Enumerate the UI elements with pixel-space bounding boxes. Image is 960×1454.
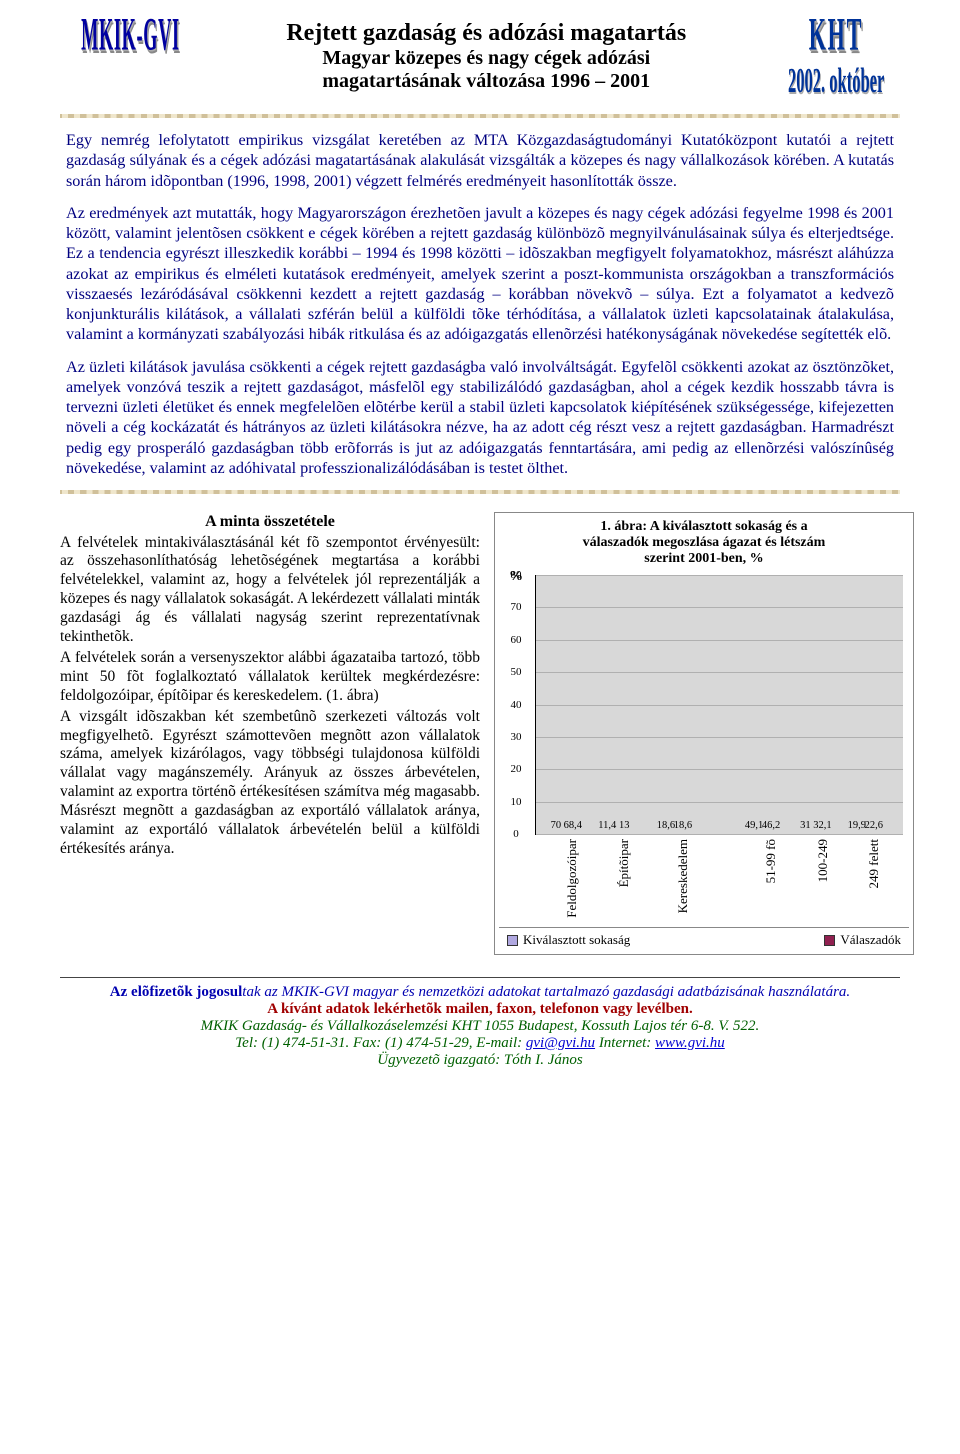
- bar-value-label: 46,2: [762, 820, 780, 831]
- chart-title-l2: válaszadók megoszlása ágazat és létszám: [583, 535, 826, 550]
- footer-email[interactable]: gvi@gvi.hu: [526, 1035, 595, 1051]
- header: MKIK-GVI Rejtett gazdaság és adózási mag…: [60, 20, 900, 94]
- x-category-label: Építõipar: [616, 839, 632, 887]
- sample-heading: A minta összetétele: [60, 512, 480, 532]
- legend-item-b: Válaszadók: [824, 932, 901, 948]
- title-line2: Magyar közepes és nagy cégek adózási: [211, 47, 762, 70]
- logo-right: KHT 2002. október: [772, 20, 900, 94]
- intro-p3: Az üzleti kilátások javulása csökkenti a…: [66, 357, 894, 479]
- footer-line5: Ügyvezetõ igazgató: Tóth I. János: [60, 1052, 900, 1069]
- intro-box: Egy nemrég lefolytatott empirikus vizsgá…: [60, 114, 900, 494]
- chart-legend: Kiválasztott sokaság Válaszadók: [499, 927, 909, 950]
- footer-line3: MKIK Gazdaság- és Vállalkozáselemzési KH…: [60, 1018, 900, 1035]
- y-tick-label: 10: [511, 796, 522, 808]
- bar-value-label: 49,1: [745, 820, 763, 831]
- bar-value-label: 19,9: [848, 820, 866, 831]
- bar-value-label: 22,6: [865, 820, 883, 831]
- wordart-date: 2002. október: [788, 60, 884, 102]
- bar-value-label: 32,1: [813, 820, 831, 831]
- swatch-a: [507, 935, 518, 946]
- x-category-label: Kereskedelem: [675, 839, 691, 913]
- bar-value-label: 31: [800, 820, 811, 831]
- logo-left: MKIK-GVI: [60, 20, 201, 50]
- y-tick-label: 70: [511, 601, 522, 613]
- bar-value-label: 11,4: [598, 820, 616, 831]
- legend-item-a: Kiválasztott sokaság: [507, 932, 630, 948]
- x-category-label: 249 felett: [866, 839, 882, 888]
- y-tick-label: 60: [511, 634, 522, 646]
- chart-title-l1: 1. ábra: A kiválasztott sokaság és a: [600, 519, 807, 534]
- page-root: MKIK-GVI Rejtett gazdaság és adózási mag…: [0, 0, 960, 1079]
- intro-p2: Az eredmények azt mutatták, hogy Magyaro…: [66, 203, 894, 345]
- footer-line4: Tel: (1) 474-51-31. Fax: (1) 474-51-29, …: [60, 1035, 900, 1052]
- chart-box: 1. ábra: A kiválasztott sokaság és a vál…: [494, 512, 914, 955]
- y-tick-label: 30: [511, 731, 522, 743]
- sample-p2: A felvételek során a versenyszektor aláb…: [60, 649, 480, 706]
- title-line3: magatartásának változása 1996 – 2001: [211, 70, 762, 93]
- title-block: Rejtett gazdaság és adózási magatartás M…: [201, 20, 772, 93]
- intro-p1: Egy nemrég lefolytatott empirikus vizsgá…: [66, 130, 894, 191]
- y-tick-label: 20: [511, 763, 522, 775]
- bar-value-label: 13: [619, 820, 630, 831]
- footer-url[interactable]: www.gvi.hu: [655, 1035, 725, 1051]
- wordart-kht: KHT: [809, 8, 863, 62]
- y-tick-label: 40: [511, 699, 522, 711]
- footer-line1: Az elõfizetõk jogosultak az MKIK-GVI mag…: [60, 984, 900, 1001]
- x-labels: Feldolgozóipar Építõipar Kereskedelem 51-99…: [535, 835, 903, 925]
- bar-value-label: 68,4: [564, 820, 582, 831]
- sample-section: A minta összetétele A felvételek mintaki…: [60, 512, 900, 955]
- x-category-label: 51-99 fõ: [763, 839, 779, 883]
- footer-l1a: Az elõfizetõk jogosul: [110, 984, 242, 1000]
- title-line1: Rejtett gazdaság és adózási magatartás: [211, 20, 762, 47]
- footer-line2: A kívánt adatok lekérhetõk mailen, faxon…: [60, 1001, 900, 1018]
- sample-text-col: A minta összetétele A felvételek mintaki…: [60, 512, 480, 861]
- y-axis: %: [499, 571, 529, 925]
- bar-value-label: 18,6: [657, 820, 675, 831]
- footer-l1b: tak az MKIK-GVI magyar és nemzetközi ada…: [242, 984, 850, 1000]
- chart-col: 1. ábra: A kiválasztott sokaság és a vál…: [494, 512, 914, 955]
- footer-l4a: Tel: (1) 474-51-31. Fax: (1) 474-51-29, …: [235, 1035, 526, 1051]
- legend-label-a: Kiválasztott sokaság: [523, 932, 630, 948]
- sample-p3: A vizsgált idõszakban két szembetûnõ sze…: [60, 708, 480, 859]
- swatch-b: [824, 935, 835, 946]
- footer: Az elõfizetõk jogosultak az MKIK-GVI mag…: [60, 977, 900, 1069]
- y-tick-label: 0: [513, 828, 519, 840]
- chart-title: 1. ábra: A kiválasztott sokaság és a vál…: [499, 519, 909, 567]
- footer-l4b: Internet:: [595, 1035, 655, 1051]
- legend-label-b: Válaszadók: [840, 932, 901, 948]
- chart-title-l3: szerint 2001-ben, %: [644, 551, 763, 566]
- y-tick-label: 50: [511, 666, 522, 678]
- sample-p1: A felvételek mintakiválasztásánál két fõ…: [60, 534, 480, 647]
- wordart-left: MKIK-GVI: [81, 8, 180, 62]
- x-category-label: Feldolgozóipar: [564, 839, 580, 918]
- chart-area: 010203040506070807068,411,41318,618,649,…: [535, 575, 903, 835]
- bar-value-label: 70: [551, 820, 562, 831]
- bar-value-label: 18,6: [674, 820, 692, 831]
- y-tick-label: 80: [511, 569, 522, 581]
- x-category-label: 100-249: [815, 839, 831, 882]
